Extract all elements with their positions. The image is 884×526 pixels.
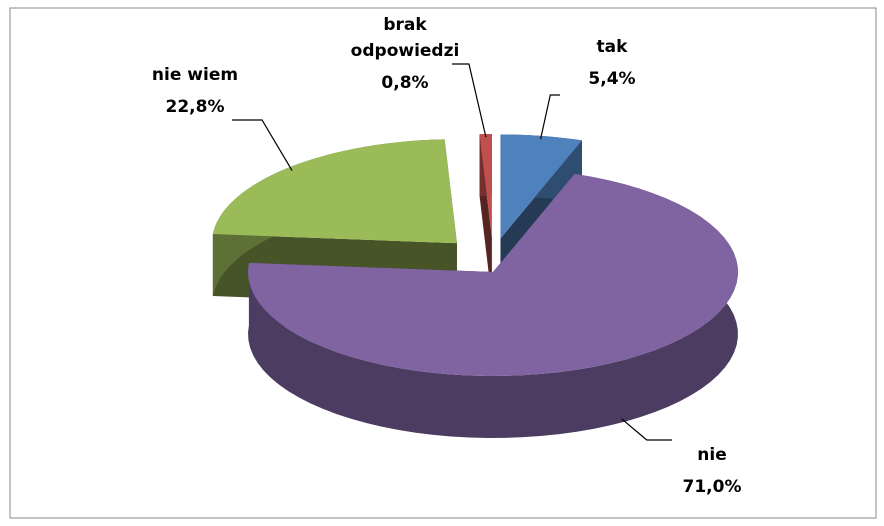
slice-top bbox=[479, 134, 492, 239]
value-label: 71,0% bbox=[683, 477, 742, 497]
pie bbox=[212, 134, 738, 438]
slice-top bbox=[248, 173, 738, 376]
labels: tak 5,4% nie 71,0% nie wiem 22,8% brak odpowied… bbox=[152, 15, 742, 497]
slice-top bbox=[500, 134, 583, 239]
leader-line bbox=[452, 63, 487, 138]
slice-top bbox=[212, 139, 457, 244]
value-label: 22,8% bbox=[166, 97, 225, 117]
leader-line bbox=[232, 119, 293, 171]
value-label: 5,4% bbox=[588, 69, 635, 89]
leader-line bbox=[621, 418, 672, 441]
category-label: nie bbox=[697, 445, 726, 465]
leader-line bbox=[539, 94, 560, 140]
category-label: nie wiem bbox=[152, 65, 238, 85]
category-label: tak bbox=[597, 37, 629, 57]
category-label: brak odpowiedzi bbox=[351, 15, 460, 61]
value-label: 0,8% bbox=[381, 73, 428, 93]
